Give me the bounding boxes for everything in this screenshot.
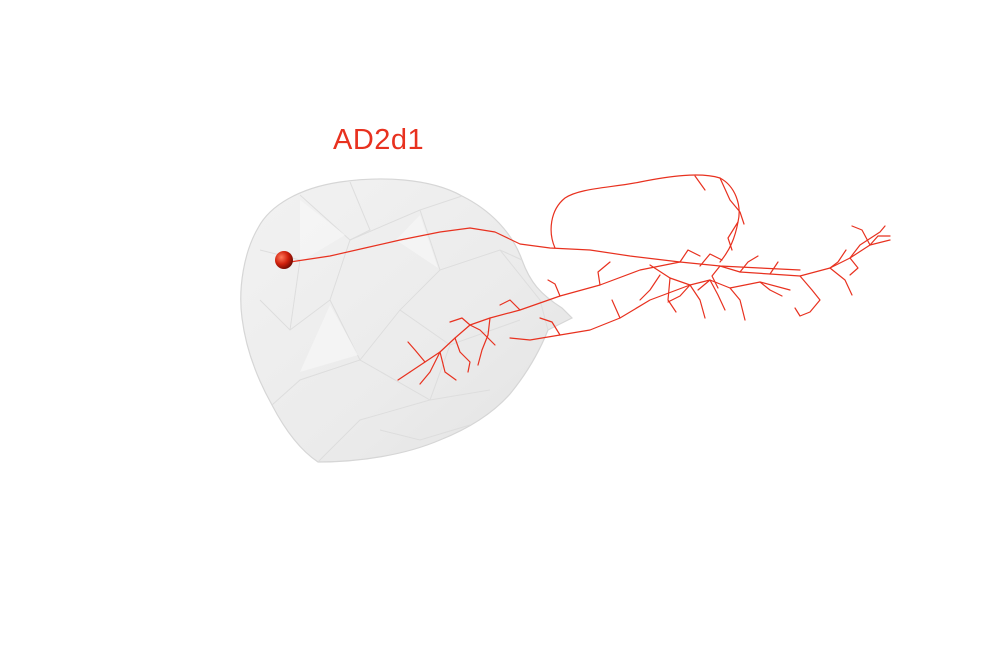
neuron-name-label: AD2d1 <box>333 124 425 156</box>
neuron-skeleton <box>289 174 891 385</box>
soma-marker <box>275 251 293 269</box>
neuropil-mesh <box>240 178 574 463</box>
